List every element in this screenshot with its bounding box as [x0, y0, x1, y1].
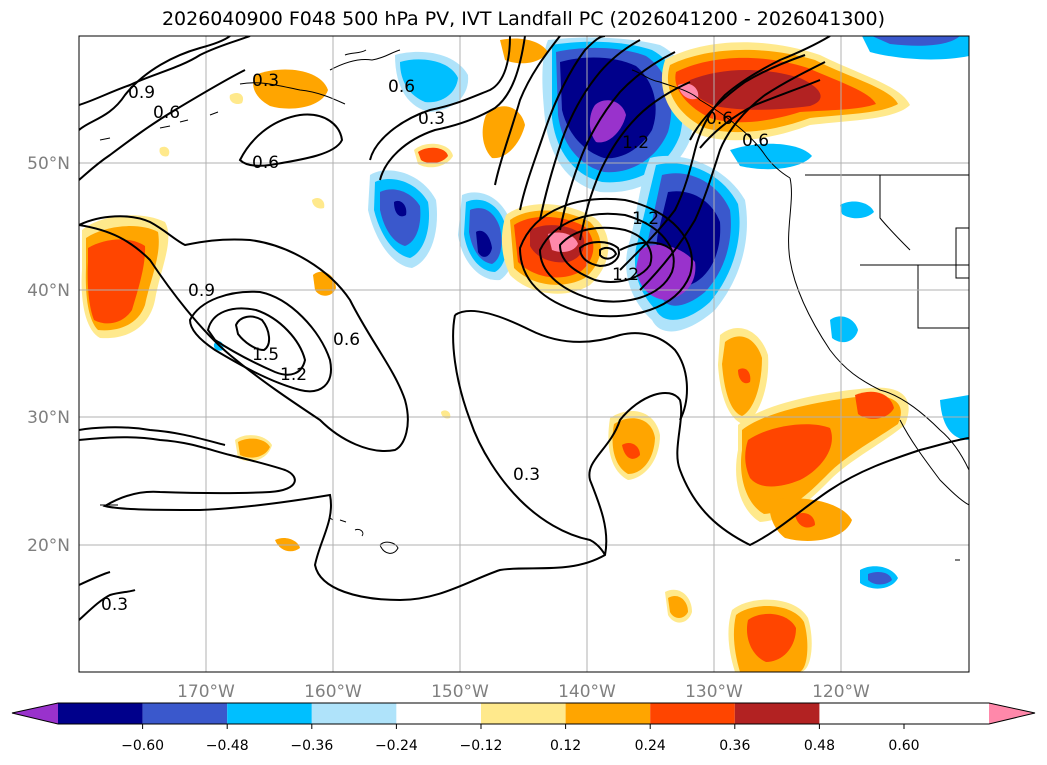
contour-labels: 0.9 0.6 0.3 0.6 0.3 0.6 0.9 1.5 1.2 0.6 … — [101, 71, 769, 615]
lat-tick-labels: 50°N 40°N 30°N 20°N — [27, 154, 70, 556]
map-title: 2026040900 F048 500 hPa PV, IVT Landfall… — [161, 8, 886, 30]
colorbar-extend-right — [989, 703, 1035, 724]
contour-label: 0.9 — [188, 281, 215, 301]
contour-label: 0.3 — [101, 595, 128, 615]
contour-label: 1.2 — [622, 133, 649, 153]
colorbar-segment — [58, 703, 143, 724]
lon-tick-label: 160°W — [304, 682, 362, 702]
colorbar-segment — [142, 703, 228, 724]
colorbar-segment — [650, 703, 735, 724]
lat-tick-label: 20°N — [27, 536, 70, 556]
contour-label: 0.3 — [252, 71, 279, 91]
lon-tick-label: 140°W — [558, 682, 616, 702]
colorbar-tick-label: −0.48 — [206, 738, 249, 754]
contour-label: 1.2 — [612, 265, 639, 285]
map-frame — [78, 35, 970, 673]
contour-label: 0.6 — [706, 109, 733, 129]
contour-label: 0.6 — [388, 77, 415, 97]
colorbar-extend-left — [12, 703, 58, 724]
colorbar-segment — [396, 703, 481, 724]
colorbar-ticks — [142, 724, 905, 729]
contour-label: 0.3 — [418, 109, 445, 129]
contour-label: 1.2 — [632, 209, 659, 229]
lat-tick-label: 50°N — [27, 154, 70, 174]
lon-tick-labels: 170°W 160°W 150°W 140°W 130°W 120°W — [177, 682, 870, 702]
contour-label: 1.2 — [280, 365, 307, 385]
pv-contours — [79, 36, 969, 621]
colorbar-segment — [565, 703, 651, 724]
shaded-regions — [81, 36, 969, 672]
colorbar-tick-label: 0.24 — [635, 738, 666, 754]
contour-label: 1.5 — [252, 345, 279, 365]
colorbar-tick-label: −0.24 — [375, 738, 418, 754]
lon-tick-label: 130°W — [685, 682, 743, 702]
colorbar: −0.60 −0.48 −0.36 −0.24 −0.12 0.12 0.24 … — [11, 702, 1036, 754]
contour-label: 0.6 — [333, 330, 360, 350]
lon-tick-label: 120°W — [812, 682, 870, 702]
contour-label: 0.6 — [153, 103, 180, 123]
colorbar-tick-label: −0.36 — [290, 738, 333, 754]
colorbar-tick-label: 0.48 — [804, 738, 835, 754]
colorbar-segment — [734, 703, 820, 724]
colorbar-outline — [11, 702, 1036, 725]
contour-label: 0.6 — [252, 153, 279, 173]
contour-label: 0.9 — [128, 83, 155, 103]
colorbar-tick-label: 0.60 — [888, 738, 919, 754]
map-content: 0.9 0.6 0.3 0.6 0.3 0.6 0.9 1.5 1.2 0.6 … — [79, 36, 969, 672]
colorbar-segment — [481, 703, 566, 724]
lat-tick-label: 40°N — [27, 281, 70, 301]
contour-label: 0.6 — [742, 131, 769, 151]
colorbar-segment — [227, 703, 312, 724]
colorbar-tick-label: −0.12 — [460, 738, 503, 754]
colorbar-tick-label: 0.36 — [719, 738, 750, 754]
colorbar-segment — [311, 703, 397, 724]
coastlines — [99, 49, 969, 561]
lat-tick-label: 30°N — [27, 408, 70, 428]
lon-tick-label: 170°W — [177, 682, 235, 702]
colorbar-tick-label: 0.12 — [550, 738, 581, 754]
lon-tick-label: 150°W — [431, 682, 489, 702]
contour-label: 0.3 — [513, 465, 540, 485]
colorbar-tick-label: −0.60 — [121, 738, 164, 754]
